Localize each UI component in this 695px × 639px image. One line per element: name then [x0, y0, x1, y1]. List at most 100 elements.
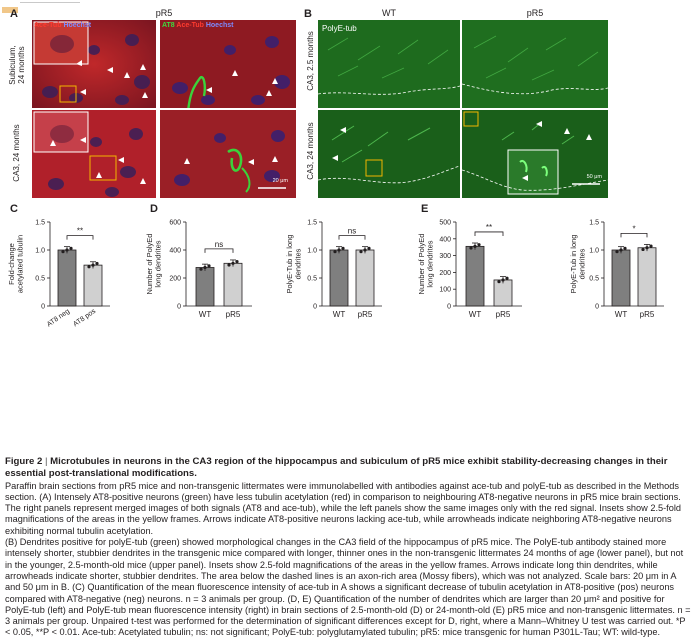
label-hoechst-merged: Hoechst: [205, 22, 234, 29]
y-axis-label: Number of PolyEd long dendrites: [417, 234, 435, 295]
caption-separator: |: [45, 456, 48, 467]
data-point: [235, 260, 239, 264]
label-ace-tub: Ace-Tub: [34, 22, 62, 29]
y-tick-label: 0: [447, 304, 451, 311]
data-point: [91, 263, 95, 267]
y-tick-label: 1.5: [35, 220, 45, 227]
y-axis-label-line: PolyE-Tub in long: [285, 235, 294, 294]
data-point: [231, 261, 235, 265]
panel-a-title: pR5: [155, 8, 173, 18]
journal-logo-fragment: [2, 0, 18, 13]
micrograph-b-pr5-2-5m: [462, 20, 608, 108]
panel-a-stain-label-left: Ace-Tub Hoechst: [34, 22, 91, 29]
y-axis-label: Number of PolyEd long dendrites: [145, 234, 163, 295]
x-tick-label: pR5: [358, 310, 373, 319]
figure-label: Figure 2: [5, 456, 43, 467]
y-tick-label: 300: [439, 253, 451, 260]
x-tick-label: pR5: [640, 310, 655, 319]
data-point: [645, 246, 649, 250]
panel-letter-c: C: [10, 203, 18, 215]
y-tick-label: 1.5: [589, 220, 599, 227]
data-point: [469, 246, 473, 250]
panel-letter-a: A: [10, 8, 18, 20]
data-point: [473, 244, 477, 248]
y-axis-label-line: dendrites: [578, 248, 587, 279]
data-point: [203, 265, 207, 270]
data-point: [337, 248, 341, 252]
panel-b-col-wt: WT: [382, 8, 396, 18]
significance-bracket: [620, 232, 648, 238]
y-axis-label-line: dendrites: [294, 248, 303, 279]
significance-label: *: [632, 224, 635, 233]
y-axis-label: PolyE-Tub in long dendrites: [569, 235, 587, 294]
y-tick-label: 200: [169, 276, 181, 283]
micrograph-b-pr5-24m: 50 μm: [462, 110, 608, 198]
data-point: [615, 250, 619, 254]
data-point: [333, 250, 337, 254]
caption-paragraph-2: (B) Dendrites positive for polyE-tub (gr…: [5, 537, 691, 638]
chart-c: 0 0.5 1.0 1.5 Fold-change acetylated tubulin A…: [7, 220, 110, 329]
figure-caption: Figure 2 | Microtubules in neurons in th…: [5, 456, 691, 639]
y-tick-label: 0: [41, 304, 45, 311]
y-axis-label: PolyE-Tub in long dendrites: [285, 235, 303, 294]
panel-letter-b: B: [304, 8, 312, 20]
data-point: [341, 246, 345, 250]
panel-a-scale-bar-label: 20 μm: [272, 178, 288, 184]
y-axis-label-line: acetylated tubulin: [16, 235, 25, 293]
x-tick-label: WT: [615, 310, 628, 319]
label-at8: AT8: [162, 22, 175, 29]
data-point: [501, 278, 505, 282]
significance-bracket: [66, 235, 94, 240]
y-axis-label-line: Fold-change: [7, 243, 16, 285]
data-point: [477, 243, 481, 247]
data-point: [363, 248, 367, 252]
panel-b-scale-bar-label: 50 μm: [586, 174, 602, 180]
y-tick-label: 1.0: [35, 248, 45, 255]
micrograph-a-subiculum-merged: AT8 Ace-Tub Hoechst: [160, 20, 296, 108]
y-axis-label-line: Number of PolyEd: [145, 234, 154, 295]
panel-a-row-label-1-text: Subiculum, 24 months: [8, 45, 26, 85]
data-point: [641, 247, 645, 252]
panel-a-row-label-2: CA3, 24 months: [12, 124, 21, 182]
panel-b-row-label-1: CA3, 2.5 months: [306, 31, 315, 91]
y-tick-label: 400: [169, 248, 181, 255]
caption-title-text: Microtubules in neurons in the CA3 regio…: [5, 456, 668, 479]
bar: [195, 267, 215, 307]
data-point: [649, 244, 653, 248]
significance-bracket: [338, 235, 366, 240]
y-tick-label: 0: [595, 304, 599, 311]
x-tick-label: WT: [333, 310, 346, 319]
bar: [465, 245, 485, 307]
x-tick-label: AT8 pos: [72, 308, 97, 329]
panel-a-stain-label-right: AT8 Ace-Tub Hoechst: [162, 22, 233, 29]
bar: [329, 249, 349, 307]
significance-bracket: [474, 231, 504, 236]
chart-d-dendrites: 0 200 400 600 Number of PolyEd long dendrites…: [145, 220, 252, 319]
bar: [493, 279, 513, 307]
data-point: [623, 246, 627, 250]
bar: [611, 249, 631, 307]
bar: [355, 249, 375, 307]
bar: [637, 247, 657, 307]
y-axis-label-line: long dendrites: [426, 240, 435, 287]
significance-label: **: [77, 227, 83, 236]
x-tick-label: pR5: [496, 310, 511, 319]
y-tick-label: 0.5: [35, 276, 45, 283]
caption-paragraph-1: Paraffin brain sections from pR5 mice an…: [5, 480, 681, 536]
x-tick-label: pR5: [226, 310, 241, 319]
significance-bracket: [204, 248, 234, 253]
micrograph-a-ca3-merged: 20 μm: [160, 110, 296, 198]
x-tick-label: AT8 neg: [46, 308, 71, 329]
y-tick-label: 400: [439, 236, 451, 243]
micrograph-a-subiculum-red: Ace-Tub Hoechst: [32, 20, 156, 108]
header-rule: [20, 2, 80, 3]
chart-e-polye-intensity: 0 0.5 1.0 1.5 PolyE-Tub in long dendrites WT pR…: [569, 220, 664, 319]
y-axis-label-line: long dendrites: [154, 240, 163, 287]
micrograph-b-wt-24m: [318, 110, 460, 198]
x-tick-label: WT: [199, 310, 212, 319]
significance-label: ns: [215, 240, 223, 249]
bar: [83, 264, 103, 307]
chart-e-dendrites: 0 100 200 300 400 500 Number of PolyEd long den…: [417, 220, 522, 319]
y-tick-label: 100: [439, 287, 451, 294]
y-tick-label: 600: [169, 220, 181, 227]
